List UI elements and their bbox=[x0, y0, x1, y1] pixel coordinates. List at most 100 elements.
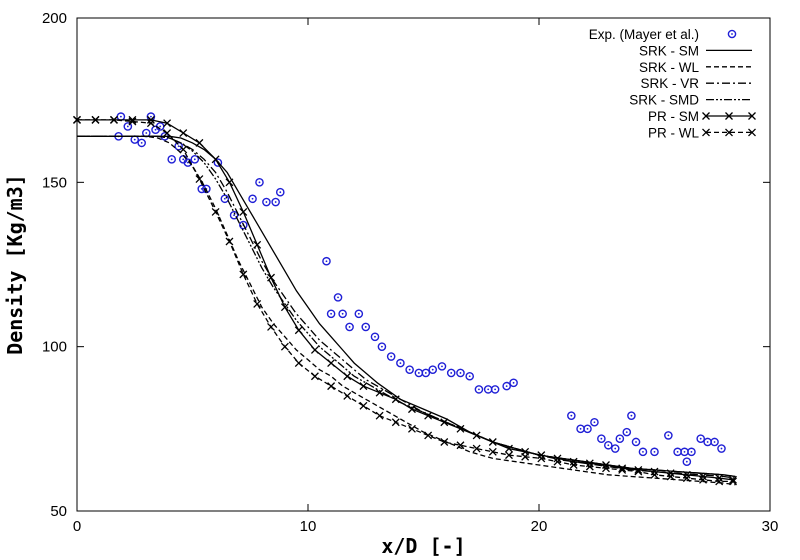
exp-point bbox=[474, 385, 484, 394]
series-marker bbox=[682, 474, 691, 483]
exp-point-ring bbox=[345, 322, 354, 332]
exp-point-ring bbox=[437, 362, 447, 371]
series-marker bbox=[585, 462, 594, 471]
exp-point-dot bbox=[441, 365, 443, 368]
series-marker bbox=[211, 207, 220, 216]
exp-point-ring bbox=[627, 411, 636, 420]
legend-item: SRK - WL bbox=[639, 60, 752, 75]
legend-label: SRK - WL bbox=[639, 60, 699, 75]
series-srk-smd bbox=[77, 135, 736, 478]
exp-point bbox=[703, 437, 712, 447]
x-tick-label: 10 bbox=[300, 518, 317, 535]
plot-frame bbox=[76, 17, 771, 512]
series-marker bbox=[294, 326, 303, 335]
exp-point-ring bbox=[583, 424, 592, 434]
series-marker bbox=[602, 464, 610, 473]
exp-point-dot bbox=[337, 296, 339, 299]
exp-point-ring bbox=[275, 187, 285, 197]
y-tick-label: 150 bbox=[42, 174, 67, 191]
series-line bbox=[77, 135, 736, 479]
exp-point-dot bbox=[487, 388, 490, 391]
series-marker bbox=[163, 119, 172, 128]
exp-point bbox=[437, 362, 447, 371]
exp-point bbox=[428, 365, 438, 374]
series-marker bbox=[602, 461, 610, 469]
exp-point-dot bbox=[424, 372, 427, 374]
series-marker bbox=[310, 345, 319, 354]
exp-point bbox=[673, 447, 682, 457]
exp-point-ring bbox=[502, 381, 511, 391]
exp-point-ring bbox=[638, 447, 648, 457]
legend-item: PR - WL bbox=[648, 125, 756, 140]
exp-point-ring bbox=[386, 352, 396, 361]
x-axis-title: x/D [-] bbox=[381, 534, 465, 558]
series-marker bbox=[294, 359, 303, 368]
series-marker bbox=[618, 465, 627, 474]
exp-point bbox=[322, 256, 331, 266]
y-axis-title: Density [Kg/m3] bbox=[3, 174, 27, 355]
legend-marker bbox=[725, 128, 733, 137]
exp-point bbox=[123, 122, 133, 131]
legend-label: SRK - SMD bbox=[629, 93, 699, 108]
series-marker bbox=[239, 270, 248, 279]
exp-point-dot bbox=[133, 138, 136, 141]
legend-item: SRK - SM bbox=[639, 43, 752, 58]
exp-point-ring bbox=[255, 178, 264, 187]
series-marker bbox=[407, 424, 416, 433]
exp-point-dot bbox=[685, 460, 688, 463]
series-marker bbox=[472, 444, 481, 453]
exp-point-ring bbox=[405, 365, 414, 374]
exp-point-dot bbox=[468, 375, 471, 378]
series-marker bbox=[553, 457, 562, 466]
series-marker bbox=[505, 451, 513, 460]
series-marker bbox=[440, 418, 449, 427]
series-marker bbox=[729, 475, 737, 484]
exp-point bbox=[610, 444, 620, 453]
exp-point-dot bbox=[223, 197, 226, 200]
exp-point bbox=[220, 194, 230, 204]
exp-point bbox=[255, 178, 264, 187]
exp-point-ring bbox=[490, 385, 500, 394]
exp-point-ring bbox=[717, 444, 726, 453]
series-pr-sm bbox=[73, 115, 737, 484]
exp-point bbox=[167, 155, 177, 164]
series-srk-vr bbox=[77, 135, 736, 479]
exp-point-ring bbox=[396, 358, 405, 368]
exp-point-ring bbox=[696, 434, 706, 443]
exp-point bbox=[141, 128, 151, 138]
exp-point-dot bbox=[193, 158, 196, 161]
series-marker bbox=[424, 431, 433, 440]
exp-point bbox=[116, 112, 126, 121]
exp-point-ring bbox=[622, 427, 632, 437]
exp-point-dot bbox=[119, 115, 122, 118]
legend-label: SRK - VR bbox=[640, 76, 699, 91]
exp-point bbox=[509, 378, 518, 388]
legend-label: Exp. (Mayer et al.) bbox=[589, 27, 699, 42]
exp-point bbox=[421, 368, 431, 378]
series-marker bbox=[225, 178, 234, 187]
axis-ticks: 0 10 20 30 50 100 150 200 bbox=[42, 10, 778, 535]
series-marker bbox=[569, 461, 578, 469]
exp-point-dot bbox=[450, 372, 453, 374]
exp-point-ring bbox=[615, 434, 625, 443]
series-marker bbox=[521, 452, 530, 461]
exp-point-ring bbox=[248, 194, 257, 204]
exp-point-ring bbox=[664, 431, 673, 440]
exp-point-dot bbox=[706, 441, 709, 443]
exp-point bbox=[717, 444, 726, 453]
series-marker bbox=[391, 395, 400, 404]
exp-point-dot bbox=[390, 355, 393, 358]
series-marker bbox=[715, 477, 724, 486]
series-marker bbox=[195, 138, 204, 147]
exp-point-dot bbox=[459, 372, 462, 374]
exp-point bbox=[590, 417, 599, 427]
exp-point bbox=[650, 447, 659, 457]
exp-point-dot bbox=[417, 372, 420, 374]
exp-point bbox=[682, 457, 692, 467]
legend-marker bbox=[727, 29, 737, 39]
exp-point-dot bbox=[364, 326, 367, 328]
exp-point-dot bbox=[653, 450, 656, 453]
exp-point-dot bbox=[618, 437, 621, 440]
series-marker bbox=[343, 372, 352, 381]
